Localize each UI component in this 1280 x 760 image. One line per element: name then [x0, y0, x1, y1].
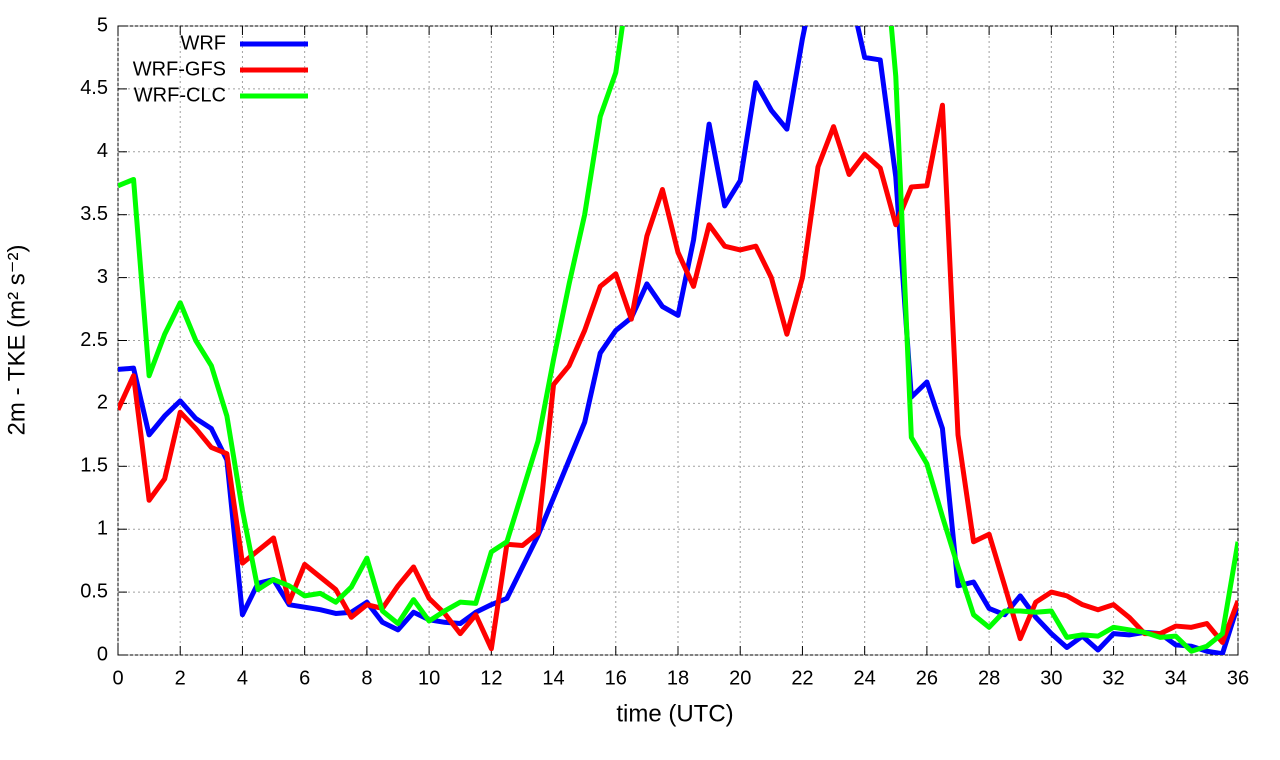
x-tick-label: 22 [791, 667, 813, 689]
x-tick-label: 24 [854, 667, 876, 689]
y-tick-label: 1 [97, 517, 108, 539]
y-tick-label: 3 [97, 266, 108, 288]
y-axis-label: 2m - TKE (m² s⁻²) [3, 245, 30, 436]
y-tick-label: 0.5 [80, 580, 108, 602]
legend-label: WRF-GFS [133, 58, 226, 80]
y-tick-label: 5 [97, 14, 108, 36]
y-tick-label: 2 [97, 392, 108, 414]
y-tick-label: 3.5 [80, 203, 108, 225]
series-line [118, 26, 1238, 654]
plot-lines [118, 26, 1238, 655]
x-tick-label: 34 [1165, 667, 1187, 689]
x-axis-label: time (UTC) [616, 700, 733, 727]
x-tick-label: 16 [605, 667, 627, 689]
x-tick-label: 2 [175, 667, 186, 689]
x-tick-label: 28 [978, 667, 1000, 689]
y-tick-label: 2.5 [80, 329, 108, 351]
x-tick-label: 36 [1227, 667, 1249, 689]
y-tick-label: 1.5 [80, 455, 108, 477]
x-tick-label: 10 [418, 667, 440, 689]
x-tick-label: 18 [667, 667, 689, 689]
x-tick-label: 30 [1040, 667, 1062, 689]
x-tick-label: 12 [480, 667, 502, 689]
x-tick-label: 20 [729, 667, 751, 689]
x-tick-label: 6 [299, 667, 310, 689]
legend-label: WRF [180, 32, 226, 54]
y-tick-label: 0 [97, 643, 108, 665]
x-tick-label: 8 [361, 667, 372, 689]
y-tick-label: 4 [97, 140, 108, 162]
x-tick-label: 14 [542, 667, 564, 689]
x-tick-label: 32 [1102, 667, 1124, 689]
y-tick-label: 4.5 [80, 77, 108, 99]
series-line [118, 102, 1238, 652]
x-tick-label: 26 [916, 667, 938, 689]
x-tick-label: 0 [112, 667, 123, 689]
series-line [118, 26, 1238, 655]
legend-label: WRF-CLC [134, 84, 226, 106]
x-tick-label: 4 [237, 667, 248, 689]
